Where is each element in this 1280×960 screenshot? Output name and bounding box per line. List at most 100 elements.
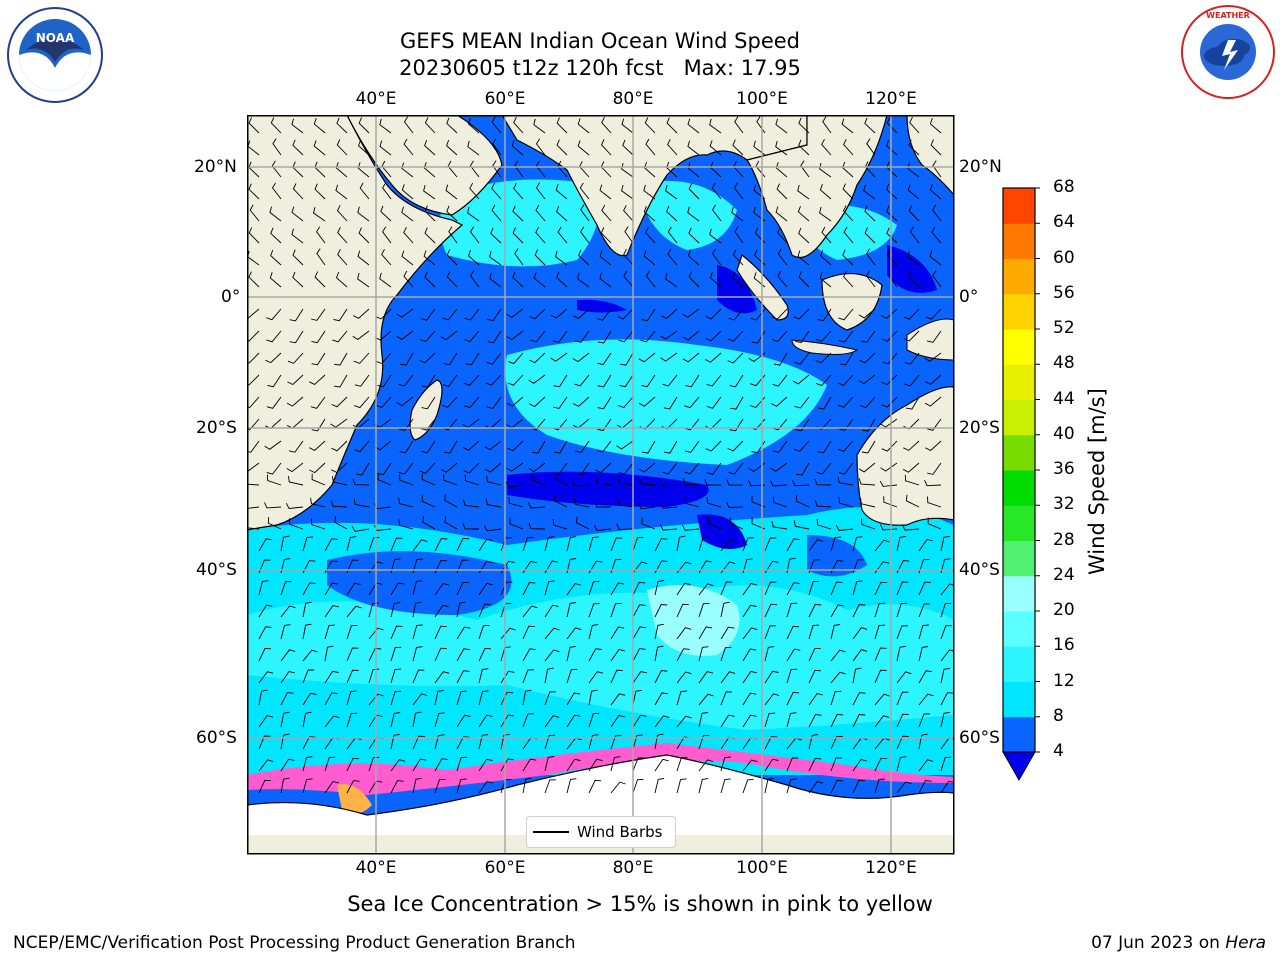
wind-barb [907, 162, 920, 178]
wind-barb [456, 581, 469, 596]
wind-barb [310, 396, 326, 409]
wind-barb [709, 118, 722, 134]
sea-ice-yellow [337, 784, 372, 814]
wind-barb [588, 712, 600, 728]
wind-barb [588, 624, 599, 640]
wind-barb [908, 139, 920, 156]
wind-barb [660, 330, 678, 340]
wind-barb [399, 440, 414, 454]
wind-barb [544, 691, 556, 706]
wind-barb [819, 184, 832, 200]
wind-barb [528, 502, 546, 509]
wind-barb [821, 226, 832, 244]
wind-barb [918, 759, 934, 772]
wind-barb [489, 250, 502, 266]
wind-barb [594, 501, 611, 508]
wind-barb [817, 396, 832, 410]
wind-barb [522, 625, 535, 640]
wind-barb [508, 497, 524, 508]
wind-barb [478, 690, 489, 706]
wind-barb [720, 691, 732, 706]
wind-barb [792, 374, 810, 385]
wind-barb [285, 502, 304, 509]
wind-barb [588, 560, 603, 574]
wind-barb [880, 308, 898, 319]
wind-barb [264, 502, 282, 509]
wind-barb [786, 668, 798, 684]
wind-barb [420, 418, 436, 431]
wind-barb [390, 646, 402, 662]
wind-barb [610, 714, 625, 728]
wind-barb [566, 645, 577, 662]
wind-barb [544, 649, 560, 662]
wind-barb [424, 205, 436, 222]
wind-barb [291, 118, 304, 134]
wind-barb [554, 472, 568, 486]
lat-tick-right-0: 0° [959, 287, 979, 307]
wind-barb [886, 227, 898, 244]
footer-host: Hera [1225, 933, 1266, 953]
wind-barb [310, 518, 326, 530]
wind-barb [641, 308, 656, 322]
wind-barb [331, 462, 348, 473]
wind-barb [706, 374, 722, 387]
wind-barb [808, 647, 821, 662]
wind-barb [684, 396, 700, 409]
wind-barb [398, 462, 414, 475]
wind-barb [552, 330, 568, 343]
wind-barb [830, 581, 843, 596]
wind-barb [786, 778, 797, 794]
wind-barb [478, 560, 493, 574]
wind-barb [588, 648, 602, 662]
wind-barb [775, 162, 788, 178]
wind-barb [682, 478, 700, 486]
wind-barb [247, 506, 260, 509]
wind-barb [333, 374, 348, 388]
wind-barb [610, 582, 625, 596]
wind-barb [940, 711, 951, 728]
wind-barb [838, 330, 854, 343]
wind-barb [865, 270, 876, 288]
wind-barb [676, 535, 686, 552]
wind-barb [566, 583, 582, 596]
wind-barb [346, 647, 359, 662]
wind-barb [830, 735, 843, 750]
wind-barb [764, 758, 779, 772]
wind-barb [420, 308, 436, 321]
wind-barb [444, 516, 458, 530]
wind-barb [531, 473, 546, 486]
wind-barb [310, 497, 326, 508]
wind-barb [552, 518, 568, 530]
wind-barb [772, 374, 788, 387]
colorbar-tick-label: 4 [1053, 741, 1064, 761]
wind-barb [280, 605, 296, 618]
wind-barb [335, 162, 348, 178]
wind-barb [440, 462, 458, 473]
wind-barb [535, 182, 546, 200]
wind-barb [904, 374, 920, 387]
wind-barb [357, 139, 370, 156]
wind-barb [373, 524, 392, 531]
wind-barb [618, 462, 634, 475]
map-title: GEFS MEAN Indian Ocean Wind Speed [399, 29, 801, 53]
wind-barb [918, 713, 930, 728]
wind-barb [269, 206, 282, 222]
max-value: Max: 17.95 [683, 56, 801, 80]
wind-barb [469, 160, 480, 178]
map-legend: Wind Barbs [526, 816, 676, 848]
wind-barb [874, 539, 890, 552]
wind-barb [357, 250, 370, 266]
wind-barb [412, 646, 423, 662]
wind-barb [456, 648, 470, 662]
wind-barb [733, 182, 744, 200]
wind-barb [940, 602, 952, 618]
wind-barb [794, 352, 810, 365]
wind-barb [467, 249, 480, 266]
wind-barb [926, 418, 942, 431]
wind-barb [903, 440, 920, 451]
wind-barb [286, 396, 304, 407]
wind-barb [793, 308, 810, 320]
wind-barb [292, 249, 304, 266]
wind-barb [522, 537, 534, 552]
wind-barb [659, 524, 678, 531]
